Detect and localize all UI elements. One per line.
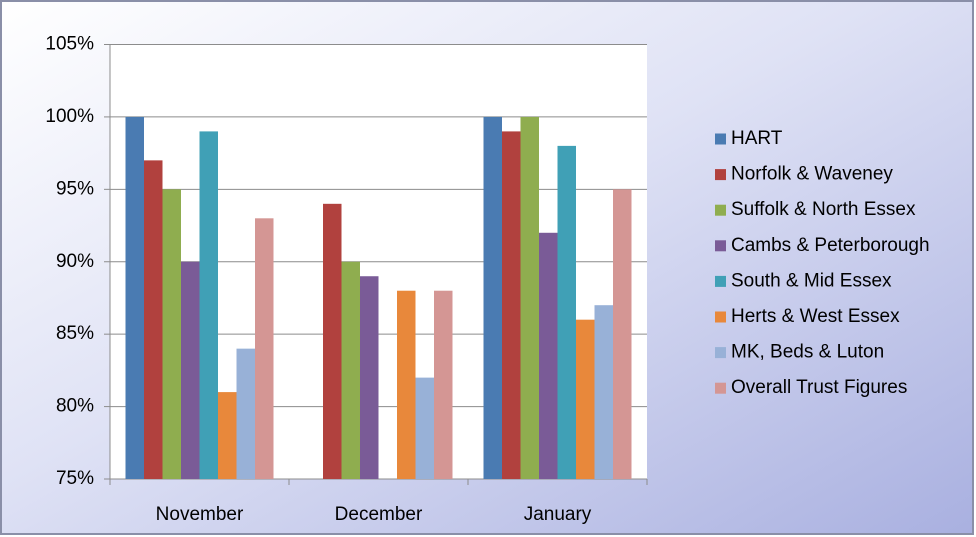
legend-label: Overall Trust Figures (731, 377, 907, 398)
legend-label: South & Mid Essex (731, 270, 892, 291)
x-tick-label: December (335, 504, 423, 525)
bar (539, 232, 558, 479)
bar (360, 276, 379, 479)
bar (341, 261, 360, 479)
bar (162, 189, 181, 480)
bar (415, 377, 434, 479)
legend-label: HART (731, 128, 783, 149)
bar (502, 131, 521, 479)
legend-swatch (715, 311, 726, 323)
bar (125, 116, 144, 480)
bar (218, 392, 237, 479)
bar (594, 305, 613, 479)
bar (199, 131, 218, 479)
legend-swatch (715, 169, 726, 181)
legend-swatch (715, 382, 726, 394)
bar (255, 218, 274, 480)
y-tick-label: 80% (56, 396, 94, 417)
legend-label: Herts & West Essex (731, 306, 900, 327)
bar (483, 116, 502, 480)
y-tick-label: 75% (56, 468, 94, 489)
bar (323, 203, 342, 480)
bar (397, 290, 416, 479)
legend-label: Suffolk & North Essex (731, 199, 916, 220)
legend-swatch (715, 275, 726, 287)
legend-label: Cambs & Peterborough (731, 235, 930, 256)
bar (181, 261, 200, 479)
legend-swatch (715, 347, 726, 359)
legend-swatch (715, 133, 726, 145)
x-tick-label: January (524, 504, 592, 525)
bar (434, 290, 453, 479)
y-tick-label: 95% (56, 178, 94, 199)
bar (520, 116, 539, 480)
legend-label: MK, Beds & Luton (731, 342, 884, 363)
y-tick-label: 100% (45, 106, 94, 127)
bar (236, 348, 255, 479)
x-tick-label: November (156, 504, 244, 525)
bar (144, 160, 163, 479)
bar (613, 189, 632, 480)
legend-label: Norfolk & Waveney (731, 164, 893, 185)
legend-swatch (715, 240, 726, 252)
bar (557, 145, 576, 479)
y-tick-label: 90% (56, 251, 94, 272)
legend-swatch (715, 204, 726, 216)
y-tick-label: 85% (56, 323, 94, 344)
y-tick-label: 105% (45, 34, 94, 55)
bar (576, 319, 595, 479)
